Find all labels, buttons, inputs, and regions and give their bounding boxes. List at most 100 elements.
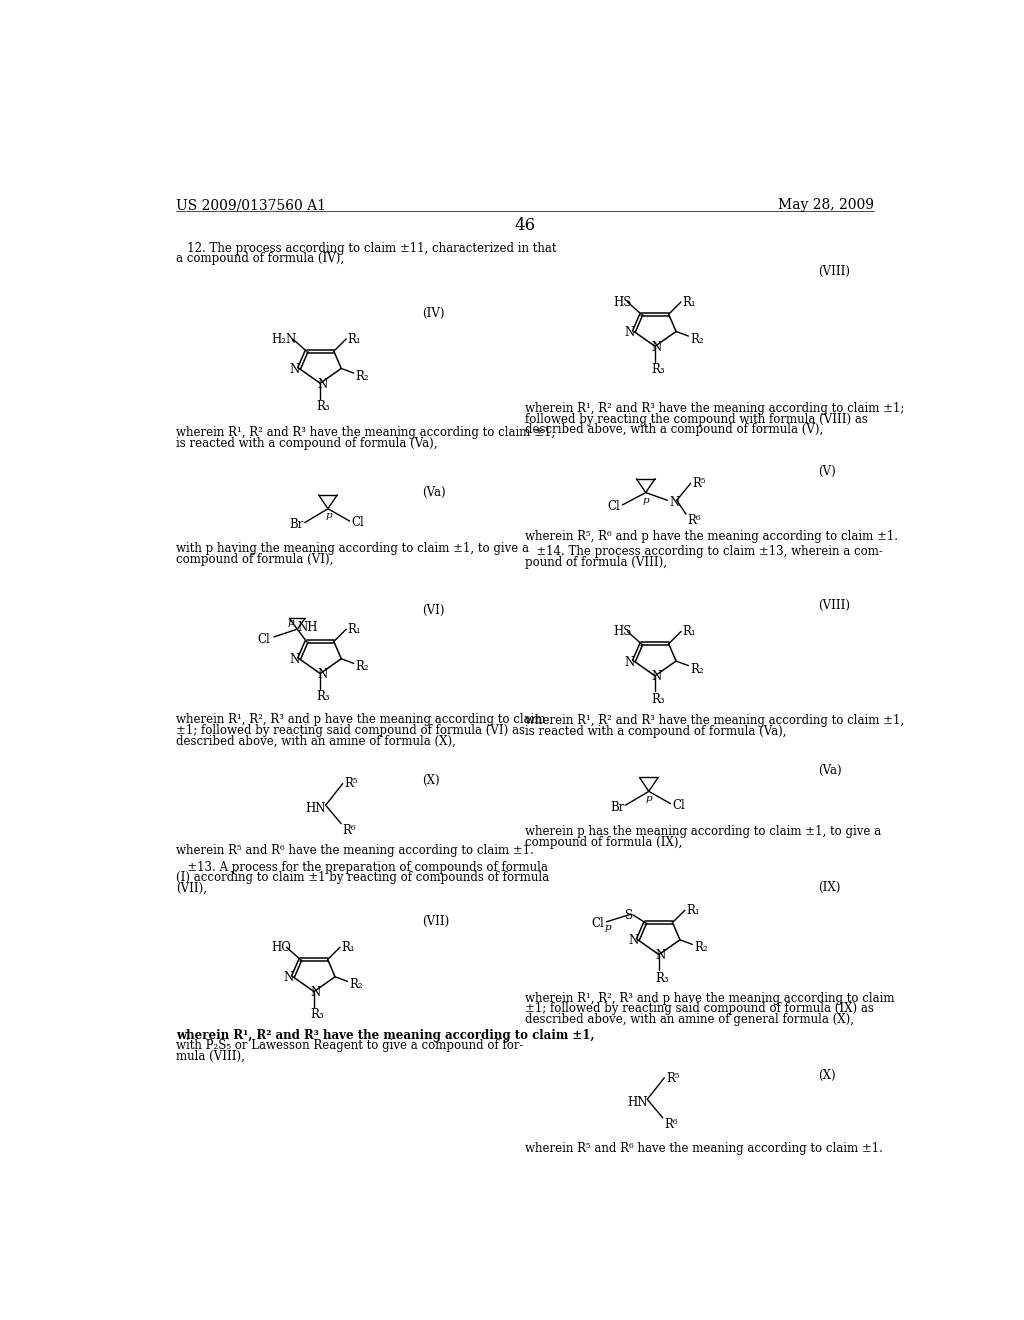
Text: wherein R¹, R² and R³ have the meaning according to claim ±1,: wherein R¹, R² and R³ have the meaning a… bbox=[524, 714, 904, 727]
Text: 46: 46 bbox=[514, 216, 536, 234]
Text: p: p bbox=[326, 511, 332, 520]
Text: R⁵: R⁵ bbox=[666, 1072, 679, 1085]
Text: Cl: Cl bbox=[607, 500, 620, 513]
Text: mula (VIII),: mula (VIII), bbox=[176, 1051, 245, 1063]
Text: wherein R⁵, R⁶ and p have the meaning according to claim ±1.: wherein R⁵, R⁶ and p have the meaning ac… bbox=[524, 529, 898, 543]
Text: R₂: R₂ bbox=[355, 370, 369, 383]
Text: wherein R¹, R², R³ and p have the meaning according to claim: wherein R¹, R², R³ and p have the meanin… bbox=[176, 713, 546, 726]
Text: (VII),: (VII), bbox=[176, 882, 207, 895]
Text: Cl: Cl bbox=[351, 516, 364, 529]
Text: followed by reacting the compound with formula (VIII) as: followed by reacting the compound with f… bbox=[524, 412, 867, 425]
Text: N: N bbox=[652, 671, 663, 684]
Text: R⁶: R⁶ bbox=[687, 515, 701, 527]
Text: compound of formula (IX),: compound of formula (IX), bbox=[524, 836, 682, 849]
Text: p: p bbox=[288, 618, 294, 627]
Text: R⁵: R⁵ bbox=[692, 478, 706, 490]
Text: N: N bbox=[669, 496, 679, 508]
Text: R₃: R₃ bbox=[655, 972, 669, 985]
Text: R⁶: R⁶ bbox=[343, 825, 356, 837]
Text: (VIII): (VIII) bbox=[818, 599, 850, 612]
Text: Br: Br bbox=[289, 517, 303, 531]
Text: R₂: R₂ bbox=[690, 333, 703, 346]
Text: Cl: Cl bbox=[591, 917, 604, 931]
Text: R₂: R₂ bbox=[694, 941, 708, 954]
Text: US 2009/0137560 A1: US 2009/0137560 A1 bbox=[176, 198, 326, 213]
Text: N: N bbox=[625, 656, 635, 669]
Text: is reacted with a compound of formula (Va),: is reacted with a compound of formula (V… bbox=[524, 725, 786, 738]
Text: N: N bbox=[290, 363, 300, 376]
Text: p: p bbox=[643, 496, 649, 504]
Text: (V): (V) bbox=[818, 465, 836, 478]
Text: N: N bbox=[317, 378, 328, 391]
Text: (IX): (IX) bbox=[818, 880, 840, 894]
Text: with P₂S₅ or Lawesson Reagent to give a compound of for-: with P₂S₅ or Lawesson Reagent to give a … bbox=[176, 1039, 523, 1052]
Text: N: N bbox=[317, 668, 328, 681]
Text: R₁: R₁ bbox=[686, 904, 700, 917]
Text: wherein p has the meaning according to claim ±1, to give a: wherein p has the meaning according to c… bbox=[524, 825, 881, 838]
Text: with p having the meaning according to claim ±1, to give a: with p having the meaning according to c… bbox=[176, 543, 529, 554]
Text: R⁵: R⁵ bbox=[344, 777, 357, 791]
Text: p: p bbox=[646, 795, 652, 804]
Text: R₂: R₂ bbox=[690, 663, 703, 676]
Text: Cl: Cl bbox=[257, 634, 269, 645]
Text: N: N bbox=[290, 653, 300, 667]
Text: R₃: R₃ bbox=[651, 363, 665, 376]
Text: (VII): (VII) bbox=[423, 915, 450, 928]
Text: (Va): (Va) bbox=[423, 486, 446, 499]
Text: HS: HS bbox=[613, 296, 632, 309]
Text: HO: HO bbox=[271, 941, 291, 954]
Text: ±13. A process for the preparation of compounds of formula: ±13. A process for the preparation of co… bbox=[176, 861, 548, 874]
Text: N: N bbox=[625, 326, 635, 339]
Text: N: N bbox=[284, 972, 294, 985]
Text: N: N bbox=[629, 935, 639, 948]
Text: R₁: R₁ bbox=[683, 296, 696, 309]
Text: R₁: R₁ bbox=[348, 333, 361, 346]
Text: (X): (X) bbox=[818, 1069, 836, 1081]
Text: HS: HS bbox=[613, 626, 632, 639]
Text: HN: HN bbox=[627, 1096, 647, 1109]
Text: R₂: R₂ bbox=[349, 978, 362, 991]
Text: wherein R⁵ and R⁶ have the meaning according to claim ±1.: wherein R⁵ and R⁶ have the meaning accor… bbox=[176, 843, 534, 857]
Text: wherein R⁵ and R⁶ have the meaning according to claim ±1.: wherein R⁵ and R⁶ have the meaning accor… bbox=[524, 1142, 883, 1155]
Text: (Va): (Va) bbox=[818, 763, 842, 776]
Text: S: S bbox=[625, 908, 633, 921]
Text: R₃: R₃ bbox=[310, 1008, 324, 1022]
Text: ±14. The process according to claim ±13, wherein a com-: ±14. The process according to claim ±13,… bbox=[524, 545, 883, 558]
Text: a compound of formula (IV),: a compound of formula (IV), bbox=[176, 252, 344, 265]
Text: p: p bbox=[605, 923, 611, 932]
Text: R₃: R₃ bbox=[651, 693, 665, 706]
Text: 12. The process according to claim ±11, characterized in that: 12. The process according to claim ±11, … bbox=[176, 242, 557, 255]
Text: compound of formula (VI),: compound of formula (VI), bbox=[176, 553, 334, 566]
Text: R₂: R₂ bbox=[355, 660, 369, 673]
Text: wherein R¹, R² and R³ have the meaning according to claim ±1,: wherein R¹, R² and R³ have the meaning a… bbox=[176, 1028, 595, 1041]
Text: N: N bbox=[655, 949, 666, 962]
Text: is reacted with a compound of formula (Va),: is reacted with a compound of formula (V… bbox=[176, 437, 437, 450]
Text: HN: HN bbox=[305, 803, 326, 816]
Text: (VIII): (VIII) bbox=[818, 264, 850, 277]
Text: described above, with a compound of formula (V),: described above, with a compound of form… bbox=[524, 424, 823, 437]
Text: R₁: R₁ bbox=[348, 623, 361, 636]
Text: pound of formula (VIII),: pound of formula (VIII), bbox=[524, 556, 667, 569]
Text: Cl: Cl bbox=[672, 799, 685, 812]
Text: R₁: R₁ bbox=[683, 626, 696, 639]
Text: wherein R¹, R² and R³ have the meaning according to claim ±1,: wherein R¹, R² and R³ have the meaning a… bbox=[176, 426, 555, 440]
Text: described above, with an amine of formula (X),: described above, with an amine of formul… bbox=[176, 734, 456, 747]
Text: wherein R¹, R², R³ and p have the meaning according to claim: wherein R¹, R², R³ and p have the meanin… bbox=[524, 991, 894, 1005]
Text: (VI): (VI) bbox=[423, 603, 445, 616]
Text: H₂N: H₂N bbox=[271, 333, 296, 346]
Text: N: N bbox=[311, 986, 322, 999]
Text: (X): (X) bbox=[423, 775, 440, 788]
Text: May 28, 2009: May 28, 2009 bbox=[777, 198, 873, 213]
Text: ±1; followed by reacting said compound of formula (VI) as: ±1; followed by reacting said compound o… bbox=[176, 723, 525, 737]
Text: (IV): (IV) bbox=[423, 308, 445, 319]
Text: N: N bbox=[652, 341, 663, 354]
Text: NH: NH bbox=[297, 622, 317, 635]
Text: R₃: R₃ bbox=[316, 690, 330, 704]
Text: R₃: R₃ bbox=[316, 400, 330, 413]
Text: described above, with an amine of general formula (X),: described above, with an amine of genera… bbox=[524, 1014, 854, 1026]
Text: Br: Br bbox=[610, 800, 625, 813]
Text: wherein R¹, R² and R³ have the meaning according to claim ±1;: wherein R¹, R² and R³ have the meaning a… bbox=[524, 401, 904, 414]
Text: R⁶: R⁶ bbox=[665, 1118, 678, 1131]
Text: (I) according to claim ±1 by reacting of compounds of formula: (I) according to claim ±1 by reacting of… bbox=[176, 871, 549, 884]
Text: R₁: R₁ bbox=[342, 941, 355, 954]
